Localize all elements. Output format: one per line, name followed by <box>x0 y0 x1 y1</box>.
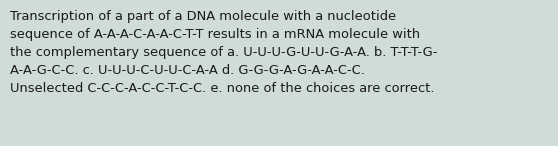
Text: Transcription of a part of a DNA molecule with a nucleotide
sequence of A-A-A-C-: Transcription of a part of a DNA molecul… <box>10 10 437 95</box>
